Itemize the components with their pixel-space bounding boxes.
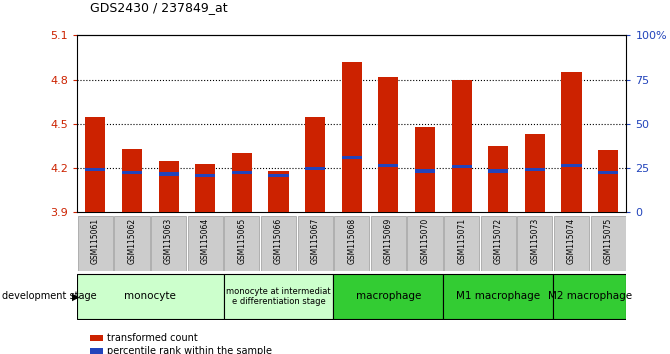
Bar xyxy=(598,150,618,212)
Bar xyxy=(415,170,435,173)
Bar xyxy=(78,216,113,271)
Bar xyxy=(269,171,289,212)
Bar xyxy=(452,80,472,212)
Text: GSM115074: GSM115074 xyxy=(567,218,576,264)
Text: GSM115070: GSM115070 xyxy=(421,218,429,264)
Bar xyxy=(77,274,224,319)
Bar xyxy=(85,168,105,171)
Bar xyxy=(297,216,333,271)
Bar xyxy=(188,216,223,271)
Bar xyxy=(554,216,589,271)
Bar xyxy=(342,62,362,212)
Bar xyxy=(224,216,259,271)
Bar xyxy=(85,116,105,212)
Bar xyxy=(159,172,179,176)
Text: GSM115065: GSM115065 xyxy=(237,218,247,264)
Bar xyxy=(379,164,399,167)
Bar xyxy=(553,274,626,319)
Bar xyxy=(305,116,325,212)
Text: percentile rank within the sample: percentile rank within the sample xyxy=(107,346,272,354)
Bar xyxy=(224,274,334,319)
Text: GSM115067: GSM115067 xyxy=(311,218,320,264)
Text: transformed count: transformed count xyxy=(107,333,198,343)
Text: GSM115061: GSM115061 xyxy=(91,218,100,264)
Bar xyxy=(261,216,296,271)
Bar xyxy=(480,216,516,271)
Bar xyxy=(379,77,399,212)
Text: macrophage: macrophage xyxy=(356,291,421,302)
Text: GSM115073: GSM115073 xyxy=(531,218,539,264)
Text: GSM115069: GSM115069 xyxy=(384,218,393,264)
Bar xyxy=(115,216,149,271)
Text: GSM115072: GSM115072 xyxy=(494,218,502,264)
Text: GSM115066: GSM115066 xyxy=(274,218,283,264)
Bar xyxy=(334,216,369,271)
Text: M2 macrophage: M2 macrophage xyxy=(548,291,632,302)
Bar xyxy=(232,153,252,212)
Bar xyxy=(561,72,582,212)
Text: GSM115063: GSM115063 xyxy=(164,218,173,264)
Bar xyxy=(195,164,215,212)
Bar xyxy=(488,170,509,173)
Bar xyxy=(488,146,509,212)
Bar xyxy=(444,274,553,319)
Text: ▶: ▶ xyxy=(72,291,79,302)
Bar xyxy=(371,216,406,271)
Text: monocyte: monocyte xyxy=(125,291,176,302)
Bar xyxy=(525,168,545,171)
Text: monocyte at intermediat
e differentiation stage: monocyte at intermediat e differentiatio… xyxy=(226,287,331,306)
Bar xyxy=(151,216,186,271)
Bar xyxy=(334,274,444,319)
Text: M1 macrophage: M1 macrophage xyxy=(456,291,540,302)
Bar xyxy=(590,216,626,271)
Bar xyxy=(122,149,142,212)
Text: GSM115068: GSM115068 xyxy=(347,218,356,264)
Bar xyxy=(232,171,252,174)
Text: GSM115071: GSM115071 xyxy=(457,218,466,264)
Text: development stage: development stage xyxy=(2,291,96,302)
Bar xyxy=(452,165,472,168)
Bar xyxy=(305,166,325,170)
Bar xyxy=(159,161,179,212)
Bar xyxy=(407,216,443,271)
Bar xyxy=(598,171,618,174)
Text: GSM115064: GSM115064 xyxy=(201,218,210,264)
Bar xyxy=(195,174,215,177)
Bar xyxy=(415,127,435,212)
Text: GSM115062: GSM115062 xyxy=(127,218,137,264)
Bar xyxy=(525,134,545,212)
Bar xyxy=(269,174,289,177)
Bar xyxy=(561,164,582,167)
Bar xyxy=(122,171,142,174)
Bar xyxy=(342,156,362,159)
Text: GDS2430 / 237849_at: GDS2430 / 237849_at xyxy=(90,1,228,14)
Bar xyxy=(517,216,553,271)
Text: GSM115075: GSM115075 xyxy=(604,218,612,264)
Bar xyxy=(444,216,479,271)
